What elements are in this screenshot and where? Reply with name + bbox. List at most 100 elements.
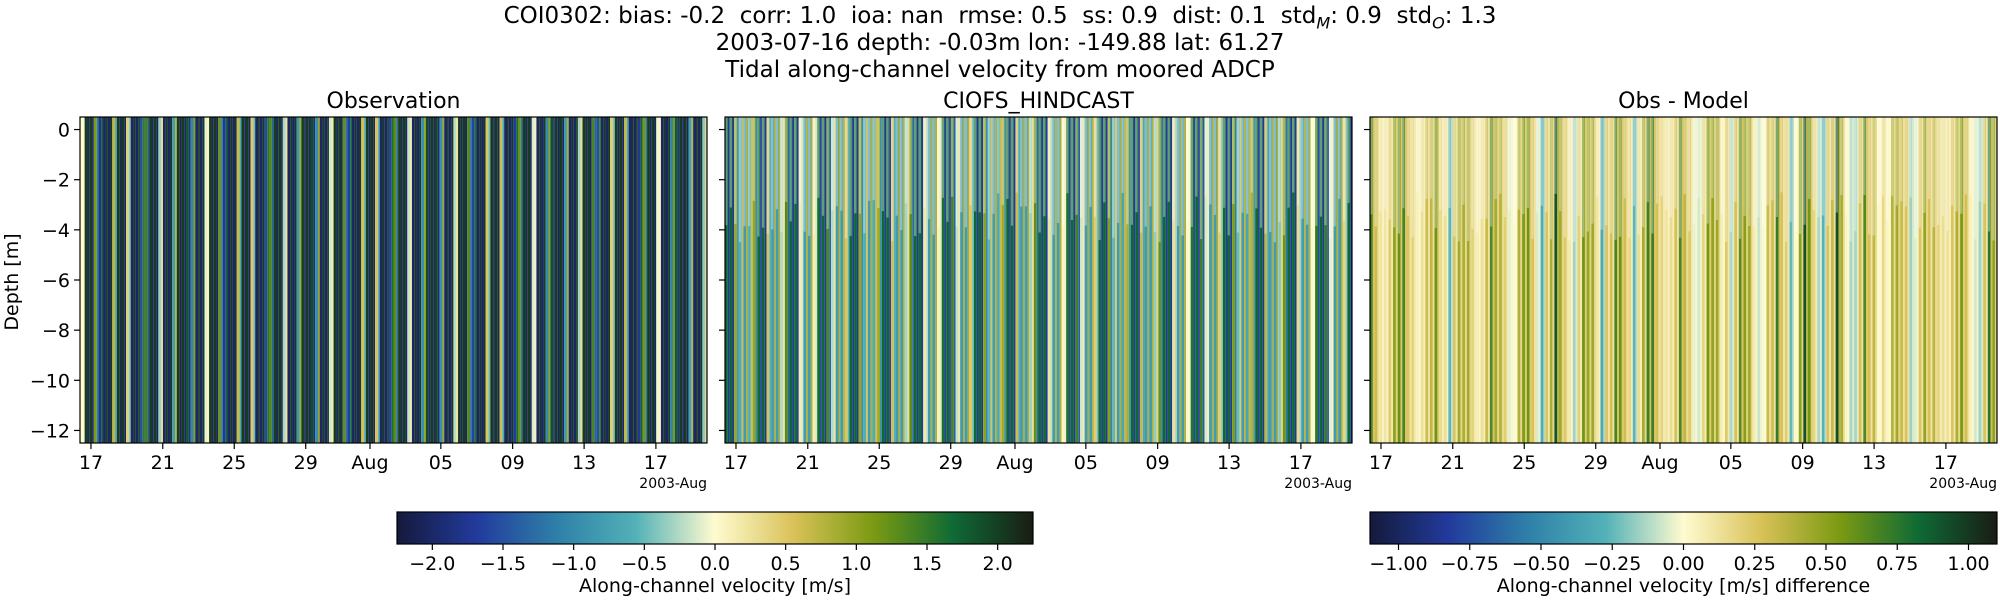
heatmap-cell: [1480, 117, 1483, 219]
heatmap-cell: [1107, 117, 1110, 219]
heatmap-cell: [1946, 117, 1949, 232]
heatmap-cell: [1571, 117, 1573, 443]
heatmap-cell: [973, 117, 977, 212]
heatmap-cell: [338, 117, 342, 443]
heatmap-cell: [1784, 117, 1788, 242]
heatmap-cell: [1631, 117, 1633, 443]
heatmap-cell: [771, 117, 774, 443]
heatmap-cell: [1833, 117, 1836, 443]
heatmap-cell: [831, 117, 834, 211]
heatmap-cell: [1446, 117, 1449, 443]
heatmap-cell: [1301, 117, 1304, 219]
heatmap-cell: [1595, 117, 1599, 197]
heatmap-cell: [1875, 117, 1878, 443]
colorbar-tick-label: −1.00: [1369, 553, 1427, 575]
heatmap-cell: [149, 117, 153, 443]
heatmap-cell: [424, 117, 426, 443]
heatmap-cell: [195, 117, 199, 443]
heatmap-cell: [1545, 117, 1549, 443]
heatmap-cell: [365, 117, 369, 443]
x-tick-label: 21: [1441, 452, 1465, 474]
heatmap-cell: [1075, 117, 1079, 443]
heatmap-cell: [1020, 117, 1023, 207]
x-tick-label: 17: [79, 452, 103, 474]
heatmap-cell: [1540, 117, 1544, 443]
heatmap-cell: [1950, 117, 1954, 206]
heatmap-cell: [697, 117, 701, 443]
heatmap-cell: [1757, 117, 1760, 218]
heatmap-cell: [1006, 117, 1009, 199]
heatmap-cell: [1101, 117, 1104, 443]
heatmap-cell: [619, 117, 623, 443]
heatmap-cell: [1609, 117, 1613, 234]
heatmap-cell: [294, 117, 297, 443]
heatmap-cell: [1379, 117, 1382, 212]
heatmap-cell: [1655, 117, 1659, 204]
heatmap-cell: [211, 117, 214, 443]
heatmap-cell: [345, 117, 348, 443]
heatmap-cell: [847, 117, 850, 443]
heatmap-cell: [1485, 117, 1488, 219]
heatmap-cell: [1033, 117, 1037, 443]
heatmap-panel-2: 17 21 25 29 Aug 05 09 13 17 2003-Aug: [719, 116, 1353, 492]
heatmap-cell: [527, 117, 531, 443]
heatmap-cell: [202, 117, 205, 443]
heatmap-cell: [1752, 117, 1755, 227]
heatmap-cell: [1029, 117, 1032, 214]
heatmap-cell: [849, 117, 852, 236]
heatmap-cell: [1955, 117, 1959, 443]
heatmap-cell: [153, 117, 157, 443]
heatmap-cell: [520, 117, 523, 443]
heatmap-cell: [817, 117, 820, 198]
heatmap-cell: [674, 117, 678, 443]
heatmap-cell: [1250, 117, 1253, 193]
heatmap-cell: [1748, 117, 1751, 227]
colorbar-tick-label: −1.0: [551, 553, 597, 575]
heatmap-cell: [983, 117, 987, 443]
heatmap-cell: [585, 117, 588, 443]
heatmap-cell: [1612, 117, 1615, 443]
heatmap-cell: [886, 117, 890, 443]
y-tick-label: −10: [30, 370, 70, 392]
heatmap-cell: [1075, 117, 1078, 215]
heatmap-cell: [1909, 117, 1912, 198]
heatmap-cell: [481, 117, 484, 443]
heatmap-cell: [1937, 117, 1940, 443]
heatmap-cell: [972, 117, 974, 443]
heatmap-cell: [1858, 117, 1862, 443]
heatmap-cell: [1566, 117, 1569, 443]
heatmap-cell: [750, 117, 753, 443]
heatmap-cell: [1098, 117, 1101, 241]
heatmap-cell: [1771, 117, 1774, 443]
heatmap-cell: [1165, 117, 1168, 443]
heatmap-cell: [1341, 117, 1343, 443]
x-offset-label: 2003-Aug: [1929, 476, 1997, 492]
heatmap-cell: [946, 117, 949, 222]
x-tick-label: 05: [1074, 452, 1098, 474]
heatmap-cell: [738, 117, 742, 243]
heatmap-cell: [1225, 117, 1228, 443]
heatmap-cell: [1271, 117, 1274, 443]
heatmap-cell: [789, 117, 792, 222]
heatmap-cell: [1199, 117, 1203, 443]
heatmap-cell: [1370, 117, 1373, 443]
heatmap-cell: [1973, 117, 1977, 240]
heatmap-cell: [384, 117, 388, 443]
heatmap-cell: [308, 117, 311, 443]
heatmap-cell: [1688, 117, 1691, 232]
heatmap-cell: [1741, 117, 1744, 443]
heatmap-cell: [333, 117, 337, 443]
heatmap-cell: [1554, 117, 1558, 443]
heatmap-cell: [1872, 117, 1875, 236]
x-offset-label: 2003-Aug: [639, 476, 707, 492]
heatmap-cell: [1499, 117, 1502, 443]
heatmap-cell: [139, 117, 143, 443]
heatmap-cell: [1955, 117, 1958, 212]
heatmap-cell: [854, 117, 857, 214]
heatmap-cell: [775, 117, 779, 443]
heatmap-cell: [1886, 117, 1890, 443]
heatmap-cell: [775, 117, 779, 210]
heatmap-cell: [1812, 117, 1815, 211]
heatmap-cell: [605, 117, 609, 443]
heatmap-cell: [628, 117, 632, 443]
